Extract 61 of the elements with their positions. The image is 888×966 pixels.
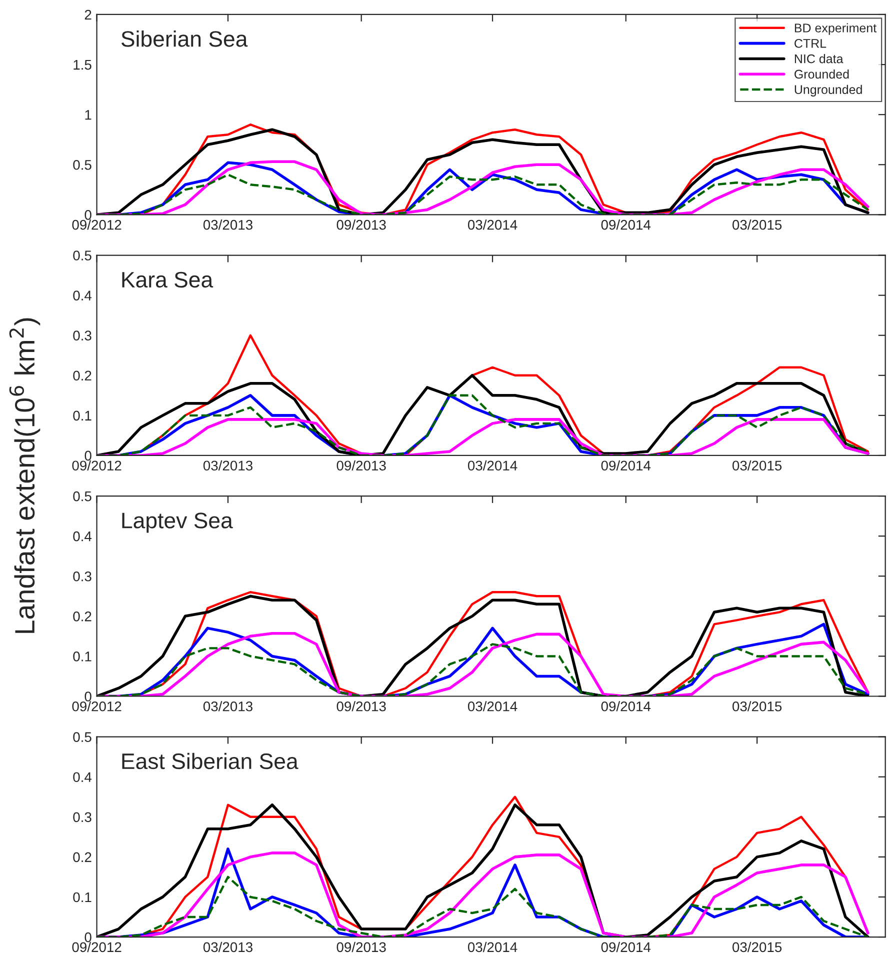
x-tick-label: 03/2015 xyxy=(732,942,782,952)
x-tick-label: 09/2012 xyxy=(72,460,122,471)
x-tick-label: 03/2014 xyxy=(468,942,518,952)
y-tick-label: 0.1 xyxy=(73,892,92,902)
line-series xyxy=(96,174,870,215)
y-tick-label: 0.2 xyxy=(73,370,92,381)
x-tick-label: 03/2013 xyxy=(203,942,252,952)
line-series xyxy=(96,876,870,938)
x-tick-label: 09/2014 xyxy=(601,460,651,471)
y-tick-label: 0.2 xyxy=(73,611,92,622)
legend-label: CTRL xyxy=(794,38,826,48)
legend-label: Ungrounded xyxy=(794,84,862,96)
y-tick-label: 2 xyxy=(84,10,92,20)
y-tick-label: 0.4 xyxy=(73,531,92,542)
x-tick-label: 03/2013 xyxy=(203,220,252,230)
text: Kara Sea xyxy=(122,272,214,288)
y-tick-label: 0.2 xyxy=(73,852,92,862)
x-tick-label: 09/2014 xyxy=(601,701,651,712)
y-tick-label: 0.3 xyxy=(73,330,92,341)
y-tick-label: 0.1 xyxy=(73,652,92,662)
line-series xyxy=(96,374,870,456)
y-tick-label: 0.5 xyxy=(73,491,92,502)
text: Laptev Sea xyxy=(122,512,233,533)
legend-label: Grounded xyxy=(794,69,849,79)
y-tick-label: 0 xyxy=(84,692,92,702)
y-axis-title: Landfast extend(10$^{6}$ km$^{2}$) xyxy=(9,318,40,633)
x-tick-label: 09/2014 xyxy=(601,942,651,952)
legend-label: NIC data xyxy=(794,54,844,64)
line-series xyxy=(96,418,870,456)
y-tick-label: 0.3 xyxy=(73,571,92,582)
x-tick-label: 09/2013 xyxy=(336,701,386,712)
legend-label: BD experiment xyxy=(794,23,876,35)
y-tick-label: 0.4 xyxy=(73,290,92,300)
y-tick-label: 0.5 xyxy=(73,732,92,742)
y-tick-label: 0.4 xyxy=(73,772,92,782)
x-tick-label: 03/2015 xyxy=(732,701,782,712)
y-tick-label: 0.5 xyxy=(73,250,92,260)
x-tick-label: 09/2012 xyxy=(72,701,122,712)
y-tick-label: 0.5 xyxy=(73,160,92,170)
x-tick-label: 09/2013 xyxy=(336,460,386,471)
x-tick-label: 03/2013 xyxy=(203,460,252,471)
x-tick-label: 03/2014 xyxy=(468,460,518,471)
text: Siberian Sea xyxy=(121,30,248,47)
y-tick-label: 0 xyxy=(84,210,92,220)
x-tick-label: 09/2012 xyxy=(72,220,122,230)
x-tick-label: 03/2014 xyxy=(468,220,518,230)
y-tick-label: 0.3 xyxy=(73,812,92,822)
y-tick-label: 0.1 xyxy=(73,410,92,421)
y-tick-label: 1 xyxy=(85,110,92,120)
x-tick-label: 09/2013 xyxy=(336,220,386,230)
x-tick-label: 03/2015 xyxy=(732,460,782,471)
x-tick-label: 09/2014 xyxy=(601,220,651,230)
x-tick-label: 03/2014 xyxy=(468,701,518,712)
x-tick-label: 09/2012 xyxy=(72,942,122,952)
y-tick-label: 0 xyxy=(84,450,92,461)
x-tick-label: 09/2013 xyxy=(336,942,386,952)
y-tick-label: 0 xyxy=(84,932,92,942)
text: East Siberian Sea xyxy=(122,752,298,770)
y-tick-label: 1.5 xyxy=(74,60,92,70)
x-tick-label: 03/2013 xyxy=(203,701,252,712)
x-tick-label: 03/2015 xyxy=(732,220,782,230)
